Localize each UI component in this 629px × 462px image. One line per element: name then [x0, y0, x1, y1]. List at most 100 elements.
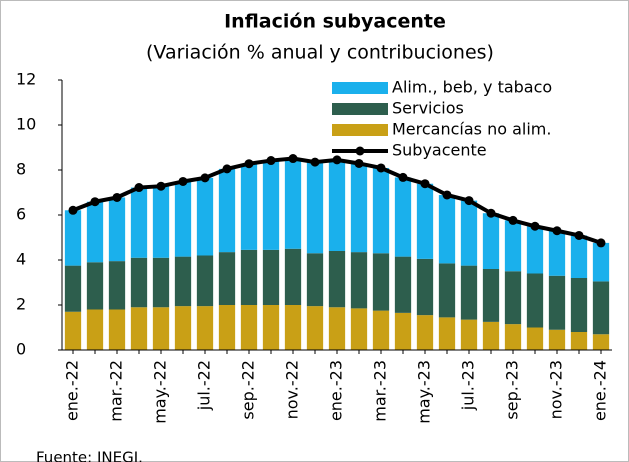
chart-title: Inflación subyacente [224, 11, 446, 33]
x-tick-label: jul.-22 [195, 360, 214, 411]
line-marker [398, 172, 408, 182]
line-marker [486, 208, 496, 218]
legend-label: Subyacente [392, 141, 487, 160]
bar-segment [284, 248, 302, 305]
line-marker [134, 183, 144, 193]
legend-label: Servicios [392, 99, 464, 118]
bar-segment [570, 332, 588, 350]
x-tick-label: ene.-23 [327, 360, 346, 421]
x-tick-label: nov.-22 [283, 360, 302, 419]
bar-segment [372, 253, 390, 311]
bar-segment [548, 230, 566, 276]
bar-segment [482, 213, 500, 269]
chart-subtitle: (Variación % anual y contribuciones) [146, 42, 494, 64]
bar-segment [504, 324, 522, 350]
legend-swatch [332, 82, 388, 94]
bar-segment [86, 309, 104, 350]
x-tick-label: jul.-23 [459, 360, 478, 411]
bar-segment [240, 249, 258, 305]
bar-segment [526, 273, 544, 328]
y-tick-label: 2 [16, 295, 26, 314]
bar-segment [152, 307, 170, 350]
bar-segment [460, 200, 478, 266]
line-marker [376, 163, 386, 173]
x-tick-label: ene.-22 [63, 360, 82, 421]
legend-swatch [332, 124, 388, 136]
bar-segment [174, 256, 192, 307]
bar-segment [416, 315, 434, 350]
bar-segment [284, 158, 302, 249]
legend-label: Alim., beb, y tabaco [392, 78, 552, 97]
bar-segment [548, 275, 566, 330]
x-tick-label: sep.-22 [239, 360, 258, 420]
bar-segment [394, 177, 412, 257]
line-marker [552, 226, 562, 236]
bar-segment [416, 258, 434, 316]
line-marker [420, 179, 430, 189]
bar-segment [394, 256, 412, 313]
x-tick-label: mar.-23 [371, 360, 390, 422]
y-tick-label: 0 [16, 340, 26, 359]
bar-segment [350, 252, 368, 309]
bar-segment [108, 309, 126, 350]
x-tick-label: nov.-23 [547, 360, 566, 419]
bar-segment [526, 226, 544, 274]
line-marker [530, 221, 540, 231]
bar-segment [306, 253, 324, 307]
line-marker [112, 192, 122, 202]
x-tick-label: ene.-24 [591, 360, 610, 421]
x-tick-label: sep.-23 [503, 360, 522, 420]
bar-segment [86, 262, 104, 310]
line-marker [310, 157, 320, 167]
bar-segment [130, 257, 148, 308]
line-marker [200, 173, 210, 183]
bar-segment [460, 319, 478, 350]
legend-label: Mercancías no alim. [392, 120, 551, 139]
line-marker [442, 190, 452, 200]
line-marker [222, 164, 232, 174]
line-marker [354, 158, 364, 168]
legend-marker [355, 146, 365, 156]
bar-segment [570, 278, 588, 332]
bar-segment [240, 163, 258, 250]
bar-segment [526, 327, 544, 350]
bar-segment [152, 186, 170, 258]
line-marker [266, 156, 276, 166]
bar-segment [196, 177, 214, 256]
x-tick-label: mar.-22 [107, 360, 126, 422]
legend-swatch [332, 103, 388, 115]
bar-segment [130, 307, 148, 350]
bar-segment [152, 257, 170, 308]
line-marker [332, 155, 342, 165]
bar-segment [64, 311, 82, 350]
bar-segment [416, 183, 434, 259]
bar-segment [372, 167, 390, 254]
bar-segment [372, 310, 390, 350]
bar-segment [592, 242, 610, 282]
line-marker [156, 181, 166, 191]
bar-segment [482, 321, 500, 350]
line-marker [90, 197, 100, 207]
source: Fuente: INEGI. [36, 449, 143, 462]
bar-segment [592, 334, 610, 350]
bar-segment [350, 308, 368, 350]
y-tick-label: 6 [16, 205, 26, 224]
line-marker [68, 205, 78, 215]
bar-segment [218, 305, 236, 350]
bar-segment [174, 181, 192, 257]
bar-segment [306, 306, 324, 350]
bar-segment [130, 187, 148, 258]
bar-segment [262, 249, 280, 305]
bar-segment [196, 255, 214, 307]
line-marker [288, 154, 298, 164]
bar-segment [262, 305, 280, 350]
bar-segment [504, 271, 522, 325]
bar-segment [218, 168, 236, 253]
bar-segment [394, 312, 412, 350]
line-marker [464, 196, 474, 206]
bar-segment [504, 220, 522, 272]
x-tick-label: may.-22 [151, 360, 170, 424]
bar-segment [240, 305, 258, 350]
bar-segment [218, 252, 236, 305]
